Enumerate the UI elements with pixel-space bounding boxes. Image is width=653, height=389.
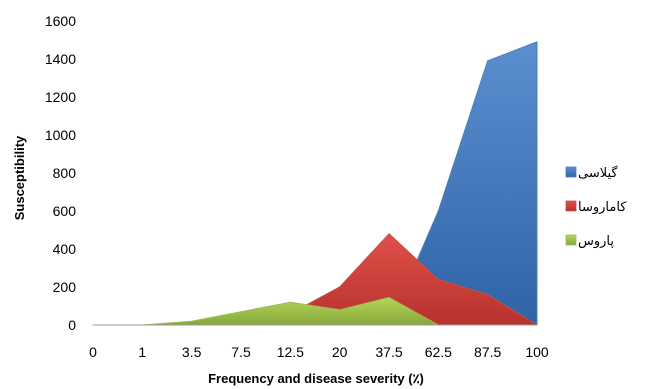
- y-tick-label: 600: [53, 203, 77, 219]
- y-tick-label: 200: [53, 279, 77, 295]
- legend-item: گیلاسی: [565, 165, 618, 181]
- x-axis-title: Frequency and disease severity (٪): [208, 371, 424, 386]
- y-tick-label: 1400: [45, 51, 76, 67]
- x-tick-label: 0: [89, 344, 97, 360]
- x-tick-label: 100: [525, 344, 549, 360]
- legend-item: کاماروسا: [565, 200, 627, 215]
- axes: 0 200 400 600 800 1000 1200 1400 1600 0 1 3.5 7.5 12.…: [45, 13, 549, 360]
- legend-label: گیلاسی: [578, 165, 618, 181]
- y-tick-label: 400: [53, 241, 77, 257]
- legend-label: پاروس: [578, 234, 614, 249]
- legend-swatch: [565, 200, 577, 212]
- x-tick-label: 20: [332, 344, 348, 360]
- x-tick-label: 12.5: [277, 344, 304, 360]
- y-tick-label: 0: [68, 317, 76, 333]
- x-tick-label: 62.5: [425, 344, 452, 360]
- y-tick-label: 1200: [45, 89, 76, 105]
- x-tick-label: 87.5: [474, 344, 501, 360]
- y-tick-label: 800: [53, 165, 77, 181]
- x-tick-label: 37.5: [375, 344, 402, 360]
- x-tick-label: 1: [138, 344, 146, 360]
- y-tick-label: 1600: [45, 13, 76, 29]
- series-area-1: [92, 41, 538, 326]
- x-tick-label: 3.5: [182, 344, 202, 360]
- legend: گیلاسی کاماروسا پاروس: [565, 165, 627, 249]
- series-layer: [92, 41, 538, 326]
- x-tick-label: 7.5: [231, 344, 251, 360]
- legend-swatch: [565, 234, 577, 246]
- legend-item: پاروس: [565, 234, 614, 249]
- legend-label: کاماروسا: [578, 200, 627, 215]
- y-axis-title: Susceptibility: [12, 135, 27, 220]
- legend-swatch: [565, 166, 577, 178]
- y-tick-label: 1000: [45, 127, 76, 143]
